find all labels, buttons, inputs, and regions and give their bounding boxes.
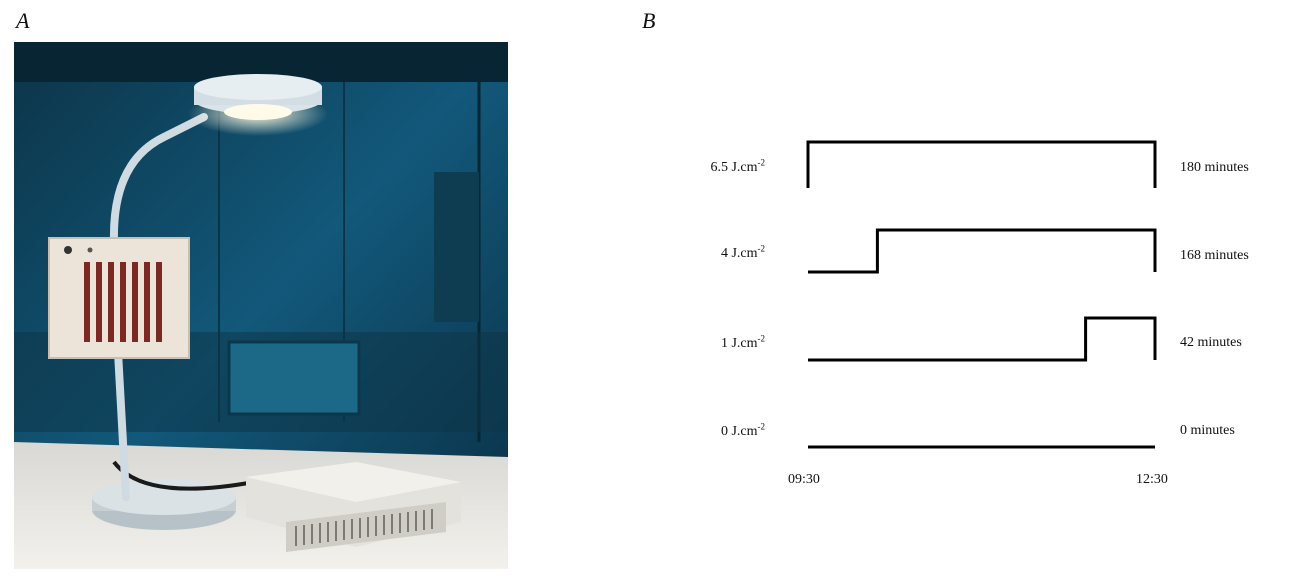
dose-trace-row-1 (806, 140, 1157, 188)
dose-label-row-3: 1 J.cm-2 (720, 333, 765, 351)
dose-label-row-4: 0 J.cm-2 (720, 421, 765, 439)
dose-traces (806, 140, 1157, 449)
duration-label-row-4: 0 minutes (1180, 423, 1235, 438)
dose-trace-row-3 (808, 316, 1157, 362)
desk-lamp-with-light-panel-photo (14, 42, 508, 569)
time-end-label: 12:30 (1136, 472, 1168, 487)
dose-label-row-2: 4 J.cm-2 (720, 243, 765, 261)
dose-trace-row-2 (808, 228, 1157, 274)
duration-label-row-1: 180 minutes (1180, 160, 1249, 175)
panel-a-label: A (16, 8, 30, 33)
duration-label-row-3: 42 minutes (1180, 335, 1242, 350)
dose-label-row-1: 6.5 J.cm-2 (710, 157, 765, 175)
panel-b-label: B (642, 8, 656, 33)
dose-timing-diagram: 6.5 J.cm-2 4 J.cm-2 1 J.cm-2 0 J.cm-2 18… (640, 100, 1280, 520)
duration-label-row-2: 168 minutes (1180, 248, 1249, 263)
time-start-label: 09:30 (788, 472, 820, 487)
lamp-photo (14, 42, 508, 569)
